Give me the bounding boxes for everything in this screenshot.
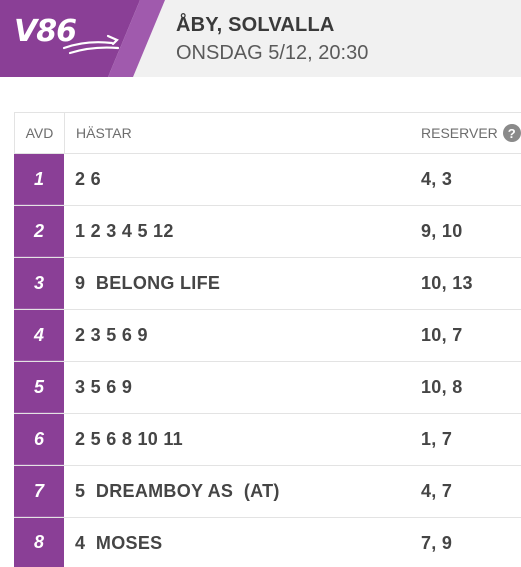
avd-number: 7: [14, 466, 64, 517]
game-info: ÅBY, SOLVALLA ONSDAG 5/12, 20:30: [176, 12, 368, 66]
reserves-cell: 1, 7: [421, 429, 453, 449]
horses-cell: 5 DREAMBOY AS (AT): [75, 481, 280, 501]
track-name: ÅBY, SOLVALLA: [176, 14, 335, 36]
column-header-reserver: RESERVER ?: [421, 113, 521, 153]
logo-background: [0, 0, 165, 77]
table-row: 8 4 MOSES 7, 9: [14, 518, 521, 567]
avd-number: 3: [14, 258, 64, 309]
column-header-hastar: HÄSTAR: [64, 113, 421, 153]
horses-cell: 3 5 6 9: [75, 377, 133, 397]
horses-cell: 9 BELONG LIFE: [75, 273, 221, 293]
table-row: 2 1 2 3 4 5 12 9, 10: [14, 206, 521, 258]
horse-icon: [62, 34, 120, 55]
logo-text: V86: [14, 14, 77, 49]
horses-cell: 2 5 6 8 10 11: [75, 429, 183, 449]
table-row: 5 3 5 6 9 10, 8: [14, 362, 521, 414]
table-header: AVD HÄSTAR RESERVER ?: [14, 113, 521, 154]
reserves-cell: 10, 8: [421, 377, 463, 397]
coupon-table: AVD HÄSTAR RESERVER ? 1 2 6 4, 3 2 1 2 3…: [14, 112, 521, 567]
avd-number: 2: [14, 206, 64, 257]
avd-number: 8: [14, 518, 64, 567]
avd-number: 5: [14, 362, 64, 413]
avd-number: 6: [14, 414, 64, 465]
horses-cell: 4 MOSES: [75, 532, 163, 553]
horses-cell: 2 6: [75, 169, 101, 189]
horses-cell: 2 3 5 6 9: [75, 325, 148, 345]
reserves-cell: 9, 10: [421, 221, 463, 241]
reserves-cell: 4, 7: [421, 481, 453, 501]
reserves-cell: 7, 9: [421, 532, 453, 553]
table-row: 4 2 3 5 6 9 10, 7: [14, 310, 521, 362]
reserves-cell: 10, 13: [421, 273, 473, 293]
avd-number: 1: [14, 154, 64, 205]
reserves-cell: 4, 3: [421, 169, 453, 189]
table-row: 1 2 6 4, 3: [14, 154, 521, 206]
v86-logo: V86: [0, 0, 165, 77]
avd-number: 4: [14, 310, 64, 361]
table-row: 7 5 DREAMBOY AS (AT) 4, 7: [14, 466, 521, 518]
column-header-avd: AVD: [14, 113, 64, 153]
horses-cell: 1 2 3 4 5 12: [75, 221, 174, 241]
reserves-cell: 10, 7: [421, 325, 463, 345]
help-icon[interactable]: ?: [502, 124, 521, 142]
table-row: 3 9 BELONG LIFE 10, 13: [14, 258, 521, 310]
column-header-reserver-label: RESERVER: [421, 125, 498, 141]
game-header: V86 ÅBY, SOLVALLA ONSDAG 5/12, 20:30: [0, 0, 521, 77]
table-row: 6 2 5 6 8 10 11 1, 7: [14, 414, 521, 466]
race-datetime: ONSDAG 5/12, 20:30: [176, 42, 369, 64]
